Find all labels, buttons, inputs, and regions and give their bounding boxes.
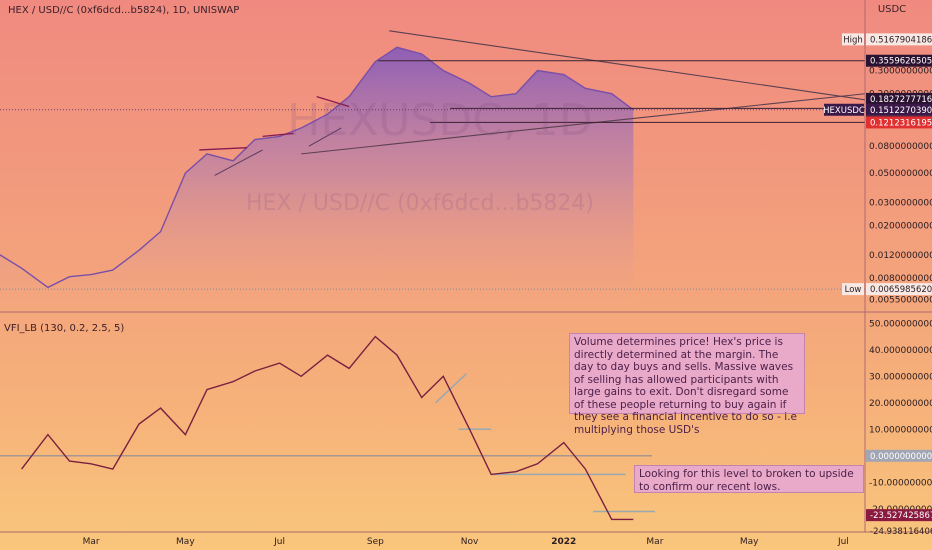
- vfi-zero-box: [866, 449, 932, 462]
- indicator-label: VFI_LB (130, 0.2, 2.5, 5): [4, 323, 124, 334]
- time-tick-label: Jul: [273, 537, 285, 547]
- price-tick-label: 0.0055000000: [869, 296, 932, 306]
- price-tick-label: 0.0300000000: [869, 198, 932, 208]
- vfi-tick-label: 30.0000000000: [869, 372, 932, 382]
- time-tick-label: Jul: [837, 537, 849, 547]
- vfi-label-value: -24.9381164062: [870, 527, 932, 537]
- trendline-aug: [308, 127, 342, 147]
- price-label-tag-box: [824, 103, 864, 116]
- trendline-support: [301, 93, 866, 155]
- price-label-box: [866, 92, 932, 105]
- price-tick-label: 0.0120000000: [869, 251, 932, 261]
- trendline-resistance: [389, 30, 866, 101]
- time-tick-label: Nov: [461, 537, 479, 547]
- vfi-pane: [0, 335, 655, 521]
- vfi-tick-label: 20.0000000000: [869, 399, 932, 409]
- time-tick-label: Sep: [367, 537, 384, 547]
- vfi-tick-label: -10.0000000000: [869, 478, 932, 488]
- vfi-tick-label: 50.0000000000: [869, 319, 932, 329]
- vfi-zero-value: 0.0000000000: [870, 452, 932, 462]
- price-label-value: 0.0065985620: [870, 285, 932, 295]
- vfi-tick-label: 10.0000000000: [869, 425, 932, 435]
- watermark-name: HEX / USD//C (0xf6dcd...b5824): [246, 191, 594, 216]
- time-tick-label: Mar: [83, 537, 100, 547]
- price-label-value: 0.3559626505: [870, 57, 932, 67]
- price-label-tag: High: [843, 35, 863, 45]
- price-tick-label: 0.0800000000: [869, 142, 932, 152]
- vfi-last-box: [866, 509, 932, 522]
- price-label-box: [866, 103, 932, 116]
- watermark-symbol: HEXUSDC, 1D: [287, 95, 593, 146]
- price-area: [0, 47, 634, 306]
- price-label-tag: HEXUSDC: [823, 106, 865, 116]
- level-note: Looking for this level to broken to upsi…: [634, 465, 864, 493]
- price-label-tag-box: [842, 33, 864, 46]
- price-tick-label: 0.3000000000: [869, 67, 932, 77]
- price-tick-label: 0.0200000000: [869, 222, 932, 232]
- price-label-value: 0.1512270390: [870, 106, 932, 116]
- price-label-tag: Low: [845, 285, 862, 295]
- time-tick-label: May: [740, 537, 759, 547]
- currency-label: USDC: [878, 4, 906, 15]
- time-tick-label: Mar: [646, 537, 663, 547]
- price-label-box: [866, 116, 932, 129]
- level-aug: [316, 96, 350, 108]
- vfi-tick-label: 40.0000000000: [869, 346, 932, 356]
- trendline-may: [214, 149, 263, 176]
- level-jun: [262, 132, 294, 138]
- level-may: [199, 147, 248, 151]
- price-tick-label: 0.0080000000: [869, 274, 932, 284]
- time-tick-label: 2022: [551, 537, 576, 547]
- price-label-box: [866, 283, 932, 296]
- vfi-trend-oct: [435, 373, 467, 404]
- price-line: [0, 46, 634, 289]
- volume-note: Volume determines price! Hex's price is …: [569, 333, 805, 436]
- price-pane: [0, 30, 866, 306]
- time-tick-label: May: [176, 537, 195, 547]
- price-label-box: [866, 54, 932, 67]
- price-label-value: 0.1212316195: [870, 118, 932, 128]
- vfi-label-value: -23.5274258672: [870, 511, 932, 521]
- price-label-value: 0.1827277716: [870, 95, 932, 105]
- price-label-box: [866, 33, 932, 46]
- price-label-tag-box: [842, 283, 864, 296]
- price-tick-label: 0.0500000000: [869, 169, 932, 179]
- price-label-value: 0.5167904186: [870, 35, 932, 45]
- vfi-line: [21, 335, 634, 521]
- chart-title: HEX / USD//C (0xf6dcd...b5824), 1D, UNIS…: [8, 5, 239, 16]
